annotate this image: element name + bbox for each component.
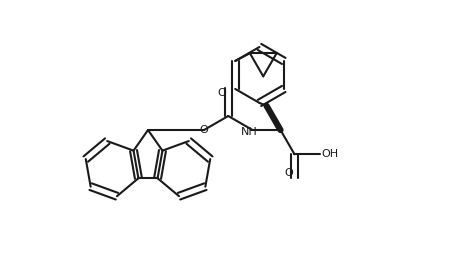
Text: O: O	[200, 125, 209, 135]
Text: O: O	[284, 168, 293, 178]
Text: NH: NH	[241, 127, 258, 137]
Text: O: O	[218, 88, 227, 98]
Text: OH: OH	[321, 149, 338, 159]
